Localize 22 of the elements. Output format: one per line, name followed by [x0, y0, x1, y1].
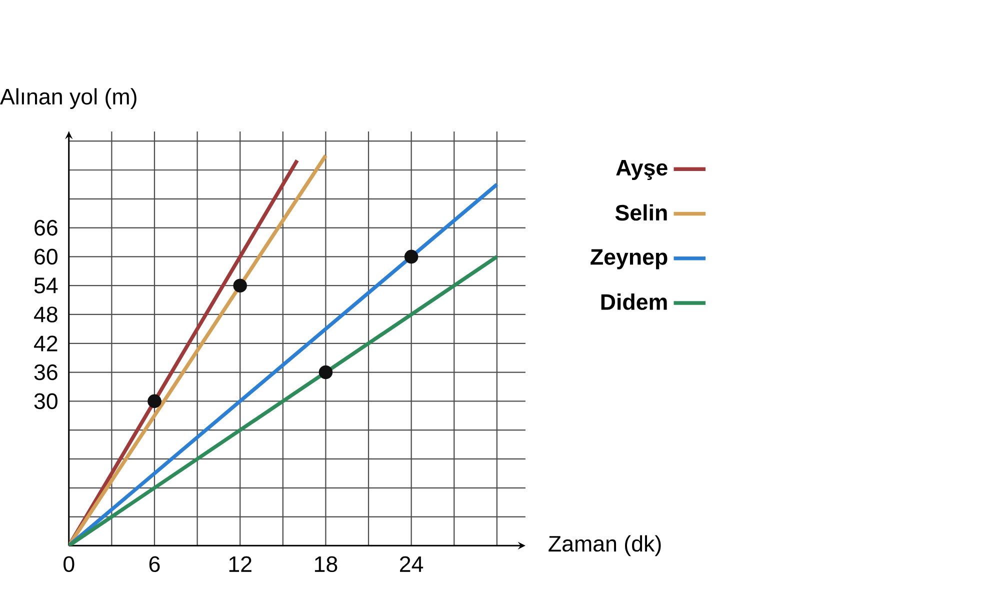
y-tick-label: 36	[34, 364, 58, 380]
legend-label: Selin	[615, 204, 667, 221]
x-tick-label: 18	[314, 556, 338, 572]
y-tick-label: 66	[34, 220, 58, 236]
legend-label: Zeynep	[590, 250, 668, 270]
x-tick-label: 12	[229, 556, 252, 572]
legend-label: Didem	[601, 294, 667, 310]
y-tick-label: 42	[34, 336, 58, 352]
legend-label: Ayşe	[616, 160, 668, 180]
y-tick-label: 48	[34, 306, 58, 323]
x-tick-label: 0	[64, 556, 74, 572]
x-tick-label: 24	[400, 556, 424, 572]
x-axis-title: Zaman (dk)	[548, 536, 661, 556]
point	[233, 278, 247, 293]
x-tick-label: 6	[149, 556, 160, 572]
y-tick-label: 30	[34, 394, 58, 410]
y-axis-title: Alınan yol (m)	[0, 88, 136, 110]
y-tick-label: 60	[34, 249, 58, 265]
y-tick-label: 54	[34, 278, 58, 294]
point	[148, 394, 162, 408]
point	[404, 250, 418, 264]
point	[318, 366, 333, 380]
